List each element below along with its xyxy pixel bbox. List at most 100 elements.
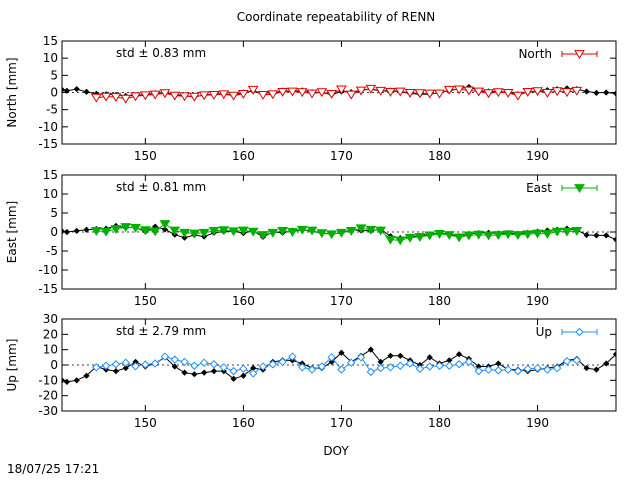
data-point-up — [111, 360, 121, 369]
data-point-north — [120, 94, 132, 104]
data-point-east — [414, 233, 426, 242]
data-point-reference — [612, 90, 616, 97]
data-point-up — [425, 362, 434, 371]
data-point-north — [483, 89, 494, 99]
data-point-reference — [367, 346, 374, 353]
y-tick-label: 10 — [43, 187, 58, 201]
y-tick-label: -10 — [38, 120, 58, 134]
data-point-reference — [612, 351, 616, 358]
data-point-reference — [73, 227, 80, 234]
data-point-reference — [328, 358, 335, 366]
data-point-east — [571, 226, 583, 236]
data-point-east — [188, 229, 200, 239]
data-point-up — [356, 353, 366, 362]
x-tick-label: 170 — [330, 416, 353, 430]
data-point-north — [287, 87, 298, 97]
data-point-north — [541, 88, 553, 98]
data-point-north — [463, 86, 475, 96]
data-point-reference — [456, 351, 463, 358]
data-point-east — [424, 231, 436, 241]
data-point-up — [199, 358, 209, 367]
data-point-reference — [583, 231, 590, 239]
data-point-up — [405, 359, 415, 368]
data-point-reference — [63, 378, 71, 385]
data-point-up — [376, 363, 385, 373]
data-point-reference — [73, 377, 80, 384]
data-point-north — [394, 87, 406, 97]
x-tick-label: 150 — [134, 149, 157, 163]
y-tick-label: 15 — [43, 34, 58, 48]
data-point-north — [188, 92, 200, 102]
data-point-up — [288, 352, 297, 361]
data-point-up — [180, 357, 189, 367]
y-tick-label: 10 — [43, 51, 58, 65]
data-point-east — [492, 231, 504, 241]
data-point-up — [219, 363, 228, 372]
legend: Up — [536, 325, 598, 339]
data-point-up — [150, 359, 160, 368]
data-point-east — [532, 229, 543, 239]
data-point-east — [502, 230, 514, 240]
legend-marker — [574, 184, 585, 194]
plot-frame — [61, 40, 617, 145]
y-tick-label: -20 — [38, 389, 58, 403]
panel-east: 15 10 5 0 -5 -10 -15 150 160 170 180 190 East [mm] st… — [5, 168, 617, 308]
y-tick-label: 0 — [50, 358, 58, 372]
y-tick-label: 5 — [50, 206, 58, 220]
data-point-north — [159, 89, 171, 99]
data-point-east — [404, 233, 416, 243]
x-tick-label: 170 — [330, 149, 353, 163]
data-point-reference — [603, 89, 610, 96]
data-point-up — [337, 365, 346, 374]
data-point-reference — [593, 232, 600, 239]
data-point-east — [561, 227, 573, 237]
data-point-north — [169, 91, 181, 101]
y-tick-label: 0 — [50, 86, 58, 100]
data-point-north — [208, 91, 220, 100]
data-point-north — [90, 93, 102, 103]
std-label: std ± 0.81 mm — [116, 180, 206, 194]
data-point-east — [355, 224, 367, 234]
data-point-east — [326, 230, 338, 240]
data-point-north — [238, 89, 249, 99]
data-point-east — [453, 233, 465, 243]
data-point-up — [141, 360, 150, 369]
data-point-reference — [593, 366, 600, 373]
x-tick-label: 190 — [526, 294, 549, 308]
x-tick-label: 160 — [232, 416, 255, 430]
panel-north: 15 10 5 0 -5 -10 -15 150 160 170 180 190 North [mm] s… — [5, 34, 617, 163]
data-point-east — [100, 227, 112, 237]
data-point-up — [552, 363, 562, 373]
legend-marker — [575, 327, 584, 337]
data-point-up — [101, 361, 111, 370]
data-point-north — [345, 90, 357, 100]
data-point-north — [512, 91, 524, 101]
data-point-north — [375, 86, 387, 96]
x-axis-label: DOY — [323, 444, 349, 458]
data-point-east — [179, 228, 190, 238]
data-point-up — [121, 358, 130, 367]
y-tick-label: -15 — [38, 137, 58, 151]
data-point-up — [445, 361, 454, 370]
y-tick-label: -15 — [38, 282, 58, 296]
data-point-reference — [63, 87, 71, 94]
data-point-reference — [387, 352, 394, 359]
data-point-north — [149, 90, 161, 100]
data-point-reference — [62, 377, 66, 384]
std-label: std ± 0.83 mm — [116, 46, 206, 60]
data-point-east — [306, 226, 318, 236]
data-point-north — [571, 86, 583, 96]
data-point-east — [483, 231, 494, 241]
legend-label: Up — [536, 325, 552, 339]
data-point-reference — [603, 232, 610, 239]
data-point-east — [130, 223, 141, 233]
data-point-east — [541, 230, 553, 239]
timestamp: 18/07/25 17:21 — [7, 462, 99, 476]
data-point-reference — [210, 368, 218, 375]
data-point-north — [404, 88, 416, 98]
x-tick-label: 190 — [526, 149, 549, 163]
data-point-reference — [161, 226, 169, 233]
x-tick-label: 170 — [330, 294, 353, 308]
data-point-east — [257, 231, 269, 241]
